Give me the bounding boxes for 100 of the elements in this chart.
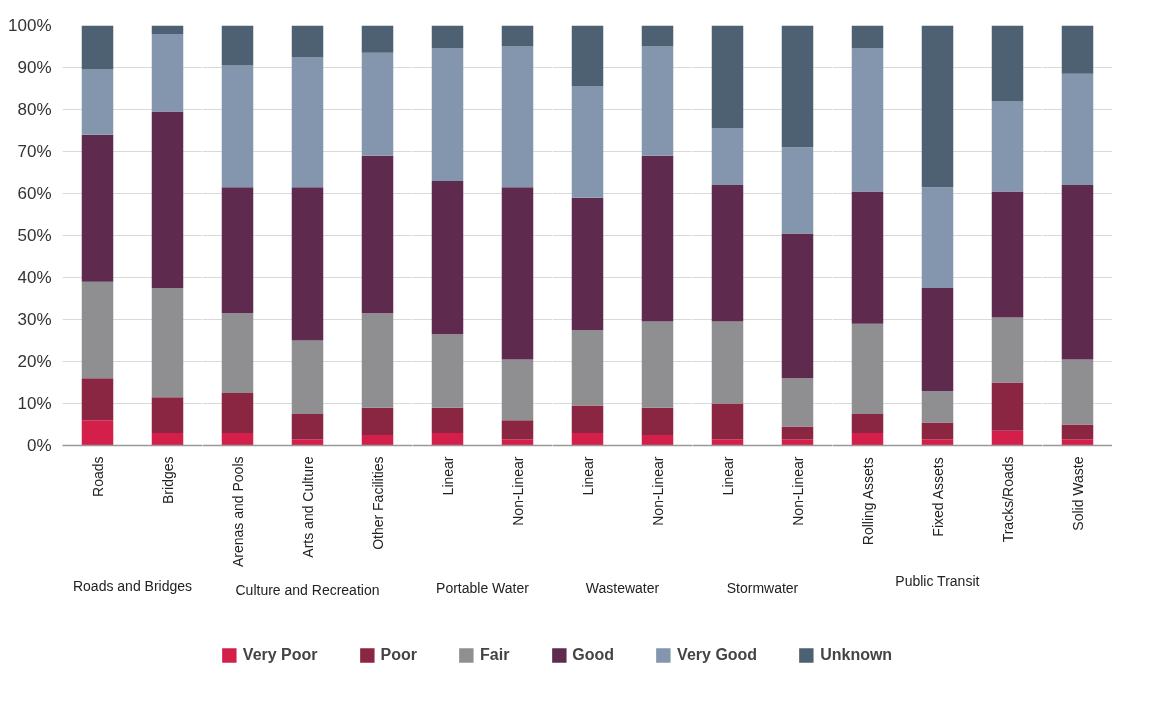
bar	[361, 435, 394, 446]
y-tick-label: 100%	[8, 16, 52, 35]
legend-label: Unknown	[820, 646, 893, 664]
bar	[851, 323, 884, 414]
bar	[291, 57, 324, 188]
bar	[641, 435, 674, 446]
bar	[431, 334, 464, 408]
x-tick-label: Fixed Assets	[929, 457, 946, 537]
y-tick-label: 0%	[26, 436, 52, 455]
x-tick-label: Arenas and Pools	[229, 456, 246, 568]
bar	[991, 25, 1024, 102]
bar	[291, 439, 324, 446]
bar	[291, 414, 324, 440]
bar	[501, 46, 534, 188]
legend-label: Poor	[380, 646, 418, 664]
bar	[711, 439, 744, 446]
bar	[291, 187, 324, 341]
bar	[431, 48, 464, 181]
bar	[991, 191, 1024, 318]
bar	[501, 420, 534, 440]
bar	[921, 187, 954, 288]
bar	[151, 25, 184, 34]
bar	[81, 420, 114, 446]
bar	[781, 378, 814, 427]
x-axis-title: Roads and Bridges	[72, 577, 193, 594]
bar	[431, 25, 464, 49]
bar	[641, 25, 674, 47]
bar	[1061, 185, 1094, 360]
bar	[641, 407, 674, 435]
x-tick-label: Linear	[719, 456, 736, 496]
x-axis-title: Wastewater	[585, 579, 660, 596]
legend-label: Very Good	[677, 646, 758, 664]
bar	[291, 340, 324, 414]
x-tick-label: Roads	[89, 456, 106, 497]
bar	[501, 439, 534, 446]
bar	[1061, 424, 1094, 440]
bar	[81, 134, 114, 282]
x-tick-label: Solid Waste	[1069, 456, 1086, 531]
y-tick-label: 50%	[17, 226, 52, 245]
x-axis-title: Public Transit	[895, 573, 980, 590]
bar	[851, 432, 884, 446]
bar	[711, 25, 744, 129]
bar	[641, 46, 674, 156]
bar	[571, 86, 604, 198]
bar	[221, 393, 254, 433]
x-tick-label: Non-Linear	[649, 456, 666, 526]
bar	[221, 313, 254, 393]
bar	[991, 317, 1024, 383]
bar	[991, 382, 1024, 431]
bar	[501, 25, 534, 47]
bar	[431, 432, 464, 446]
x-tick-label: Linear	[579, 456, 596, 496]
bar	[711, 185, 744, 322]
legend-label: Good	[572, 646, 615, 664]
bar	[361, 313, 394, 408]
bar	[151, 33, 184, 112]
bar	[361, 155, 394, 314]
bar	[921, 288, 954, 391]
legend-label: Very Poor	[242, 646, 318, 664]
legend-label: Fair	[480, 646, 510, 664]
bar	[781, 426, 814, 440]
x-tick-label: Tracks/Roads	[999, 456, 1016, 543]
bar	[221, 187, 254, 314]
bar	[151, 397, 184, 433]
bar	[851, 25, 884, 49]
y-tick-label: 10%	[17, 394, 52, 413]
bar	[571, 197, 604, 330]
bar	[151, 432, 184, 446]
bar	[361, 25, 394, 53]
bar	[361, 52, 394, 156]
x-axis-title: Culture and Recreation	[235, 582, 380, 599]
bar	[361, 407, 394, 435]
bar	[851, 191, 884, 324]
bar	[81, 69, 114, 135]
x-axis-title: Stormwater	[726, 579, 799, 596]
x-tick-label: Rolling Assets	[859, 457, 876, 546]
bar	[781, 25, 814, 148]
bar	[991, 430, 1024, 446]
bar	[571, 405, 604, 433]
bar	[81, 378, 114, 421]
bar	[571, 25, 604, 87]
bar	[81, 25, 114, 70]
bar	[781, 147, 814, 234]
y-tick-label: 20%	[17, 352, 52, 371]
y-tick-label: 30%	[17, 310, 52, 329]
bar	[991, 101, 1024, 192]
bar	[81, 281, 114, 379]
bar	[781, 439, 814, 446]
bar	[501, 359, 534, 421]
bar	[921, 439, 954, 446]
bar	[221, 432, 254, 446]
y-tick-label: 40%	[17, 268, 52, 287]
bar	[291, 25, 324, 57]
x-tick-label: Non-Linear	[789, 456, 806, 526]
y-tick-label: 90%	[17, 58, 52, 77]
y-tick-label: 70%	[17, 142, 52, 161]
bar	[221, 25, 254, 66]
bar	[921, 390, 954, 423]
bar	[1061, 73, 1094, 186]
bar	[501, 187, 534, 360]
